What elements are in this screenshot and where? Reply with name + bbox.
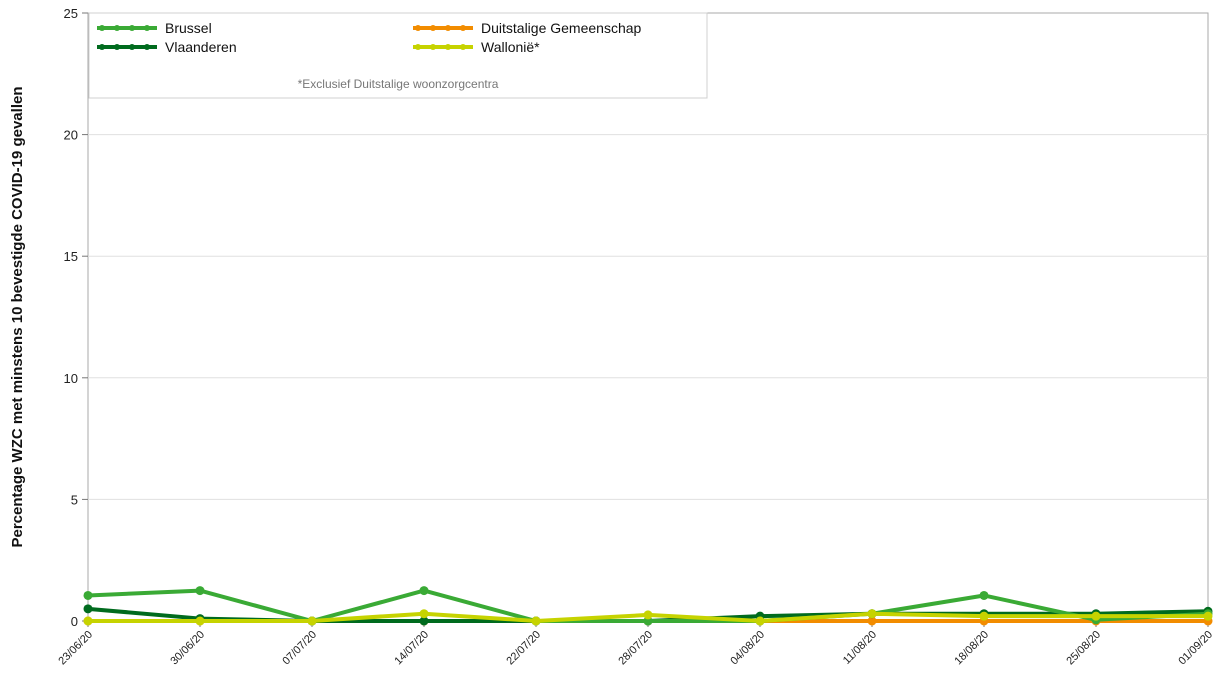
x-tick-label: 25/08/20 <box>1064 629 1103 668</box>
data-point-walloni[interactable] <box>195 616 205 626</box>
x-tick-label: 18/08/20 <box>952 629 991 668</box>
legend-item-vlaanderen[interactable]: Vlaanderen <box>97 39 237 55</box>
data-point-brussel[interactable] <box>419 586 429 596</box>
legend-swatch-marker <box>144 44 150 50</box>
gridlines <box>88 134 1208 500</box>
legend-label: Vlaanderen <box>165 39 237 55</box>
x-tick-label: 23/06/20 <box>56 629 95 668</box>
data-point-brussel[interactable] <box>195 586 205 596</box>
legend-box <box>88 12 708 99</box>
y-tick-label: 5 <box>71 492 78 507</box>
data-point-walloni[interactable] <box>643 610 653 620</box>
legend-swatch-marker <box>460 44 466 50</box>
legend-swatch-marker <box>415 44 421 50</box>
legend-swatch-marker <box>430 44 436 50</box>
data-point-duitstalige-gemeenschap[interactable] <box>867 616 877 626</box>
data-point-walloni[interactable] <box>1203 611 1213 621</box>
series-walloni <box>83 609 1213 626</box>
x-tick-label: 28/07/20 <box>616 629 655 668</box>
data-point-walloni[interactable] <box>419 609 429 619</box>
x-tick-label: 22/07/20 <box>504 629 543 668</box>
legend-swatch-marker <box>129 25 135 31</box>
legend-label: Wallonië* <box>481 39 540 55</box>
y-tick-label: 10 <box>64 371 78 386</box>
x-tick-label: 07/07/20 <box>280 629 319 668</box>
legend-item-duitstalige-gemeenschap[interactable]: Duitstalige Gemeenschap <box>413 20 642 36</box>
legend-swatch-marker <box>144 25 150 31</box>
legend-swatch-marker <box>445 44 451 50</box>
data-point-vlaanderen[interactable] <box>83 604 93 614</box>
x-tick-label: 14/07/20 <box>392 629 431 668</box>
axes: 0 5 10 15 20 25 23/06/20 30/06/20 07/07/20 14/07/… <box>56 6 1214 667</box>
x-tick-label: 30/06/20 <box>168 629 207 668</box>
legend: *Exclusief Duitstalige woonzorgcentra Br… <box>88 12 708 99</box>
data-point-brussel[interactable] <box>979 590 989 600</box>
legend-swatch-marker <box>445 25 451 31</box>
x-tick-label: 01/09/20 <box>1176 629 1214 668</box>
data-point-walloni[interactable] <box>1091 611 1101 621</box>
data-point-brussel[interactable] <box>83 590 93 600</box>
legend-swatch-marker <box>430 25 436 31</box>
legend-swatch-marker <box>415 25 421 31</box>
series-lines <box>83 586 1213 626</box>
data-point-vlaanderen[interactable] <box>419 616 429 626</box>
plot-frame <box>87 12 1209 622</box>
data-point-walloni[interactable] <box>979 611 989 621</box>
data-point-walloni[interactable] <box>755 616 765 626</box>
x-tick-label: 11/08/20 <box>841 629 879 667</box>
legend-item-walloni[interactable]: Wallonië* <box>413 39 540 55</box>
legend-swatch-marker <box>129 44 135 50</box>
x-tick-label: 04/08/20 <box>728 629 767 668</box>
legend-swatch-marker <box>99 44 105 50</box>
legend-swatch-marker <box>114 44 120 50</box>
legend-annotation: *Exclusief Duitstalige woonzorgcentra <box>298 77 499 91</box>
y-tick-label: 0 <box>71 614 78 629</box>
legend-label: Brussel <box>165 20 212 36</box>
y-tick-label: 15 <box>64 249 78 264</box>
legend-swatch-marker <box>114 25 120 31</box>
data-point-walloni[interactable] <box>531 616 541 626</box>
y-tick-label: 20 <box>64 128 78 143</box>
data-point-walloni[interactable] <box>83 616 93 626</box>
legend-swatch-marker <box>460 25 466 31</box>
y-axis-label: Percentage WZC met minstens 10 bevestigd… <box>9 87 26 548</box>
data-point-walloni[interactable] <box>307 616 317 626</box>
legend-item-brussel[interactable]: Brussel <box>97 20 212 36</box>
legend-swatch-marker <box>99 25 105 31</box>
data-point-walloni[interactable] <box>867 609 877 619</box>
y-tick-label: 25 <box>64 6 78 21</box>
legend-label: Duitstalige Gemeenschap <box>481 20 642 36</box>
